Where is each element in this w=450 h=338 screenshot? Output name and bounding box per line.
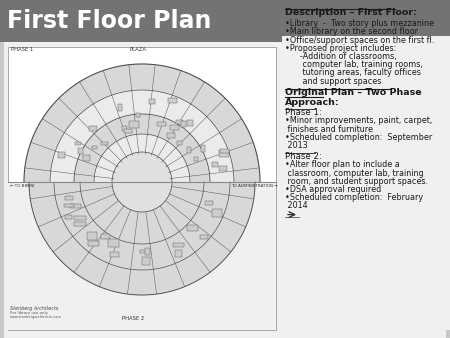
Text: •Library  -  Two story plus mezzanine: •Library - Two story plus mezzanine (285, 19, 434, 28)
Text: ← TO BIMINI: ← TO BIMINI (10, 184, 35, 188)
Text: •Scheduled completion:  February: •Scheduled completion: February (285, 193, 423, 202)
Text: •DSA approval required: •DSA approval required (285, 185, 381, 194)
Bar (168, 98, 176, 103)
Text: •Main library on the second floor: •Main library on the second floor (285, 27, 418, 37)
Polygon shape (24, 64, 260, 182)
Bar (135, 113, 140, 117)
Bar (110, 252, 119, 258)
Bar (212, 209, 222, 217)
Text: -Addition of classrooms,: -Addition of classrooms, (285, 52, 396, 61)
Bar (149, 99, 155, 104)
Bar (200, 235, 207, 239)
Bar (74, 222, 86, 226)
Bar (181, 121, 186, 127)
Bar (201, 145, 206, 152)
Text: First Floor Plan: First Floor Plan (7, 9, 211, 33)
Circle shape (114, 154, 170, 210)
Bar (64, 204, 74, 207)
Bar (187, 147, 191, 153)
Text: •Proposed project includes:: •Proposed project includes: (285, 44, 396, 53)
Bar (130, 121, 139, 127)
Text: Phase 1:: Phase 1: (285, 108, 322, 117)
Bar (87, 232, 98, 240)
Bar (142, 257, 150, 265)
Bar (173, 243, 184, 247)
Text: PHASE 2: PHASE 2 (122, 316, 144, 321)
Bar (58, 152, 65, 159)
Bar (167, 133, 175, 138)
Polygon shape (29, 182, 255, 295)
Bar (170, 125, 179, 130)
Bar (282, 36, 450, 330)
Bar (8, 47, 276, 330)
Bar (177, 142, 182, 145)
Bar (194, 157, 198, 161)
Bar (89, 241, 99, 246)
Polygon shape (74, 114, 210, 182)
Text: tutoring areas, faculty offices: tutoring areas, faculty offices (285, 68, 421, 77)
Bar (4, 42, 446, 338)
Text: PHASE 1: PHASE 1 (11, 47, 33, 52)
Text: Description – First Floor:: Description – First Floor: (285, 8, 417, 17)
Text: •Minor improvements, paint, carpet,: •Minor improvements, paint, carpet, (285, 116, 432, 125)
Text: room, and student support spaces.: room, and student support spaces. (285, 177, 428, 186)
Circle shape (112, 152, 172, 212)
Text: •Scheduled completion:  September: •Scheduled completion: September (285, 133, 432, 142)
Bar (205, 201, 213, 205)
Polygon shape (94, 134, 190, 182)
Bar (176, 120, 183, 124)
Text: classroom, computer lab, training: classroom, computer lab, training (285, 169, 423, 177)
Bar (140, 249, 149, 254)
Bar (70, 203, 81, 208)
Text: finishes and furniture: finishes and furniture (285, 125, 373, 134)
Bar (219, 150, 229, 156)
Bar (145, 248, 150, 255)
Bar (118, 104, 122, 111)
Text: 2014: 2014 (285, 201, 308, 210)
Text: Phase 2:: Phase 2: (285, 152, 322, 161)
Bar (83, 155, 90, 161)
Bar (212, 162, 218, 167)
Bar (187, 120, 193, 126)
Text: and support spaces: and support spaces (285, 77, 382, 86)
Bar (92, 146, 97, 149)
Bar (75, 142, 81, 145)
Text: computer lab, training rooms,: computer lab, training rooms, (285, 60, 423, 69)
Text: www.stenbergarchitects.com: www.stenbergarchitects.com (10, 315, 62, 319)
Text: TO ADMINISTRATION →: TO ADMINISTRATION → (231, 184, 278, 188)
Bar (220, 149, 229, 152)
Bar (74, 216, 86, 220)
Bar (187, 225, 198, 231)
Text: Original Plan – Two Phase
Approach:: Original Plan – Two Phase Approach: (285, 88, 422, 107)
Bar (122, 126, 127, 131)
Bar (65, 215, 72, 219)
Text: PLAZA: PLAZA (130, 47, 147, 52)
Bar (89, 126, 98, 131)
Bar (8, 182, 276, 330)
Bar (175, 250, 182, 257)
Bar (157, 122, 166, 126)
Text: 2013: 2013 (285, 141, 308, 150)
Bar (78, 148, 83, 154)
Bar (0, 0, 450, 42)
Bar (101, 234, 110, 239)
Polygon shape (50, 90, 234, 182)
Bar (125, 129, 132, 133)
Bar (108, 239, 119, 247)
Bar (65, 196, 72, 200)
Text: •Alter floor plan to include a: •Alter floor plan to include a (285, 161, 400, 169)
Text: •Office/support spaces on the first fl.: •Office/support spaces on the first fl. (285, 35, 434, 45)
Bar (101, 142, 108, 145)
Text: Stenberg Architects: Stenberg Architects (10, 306, 58, 311)
Bar (219, 166, 227, 171)
Text: For library use only: For library use only (10, 311, 48, 315)
